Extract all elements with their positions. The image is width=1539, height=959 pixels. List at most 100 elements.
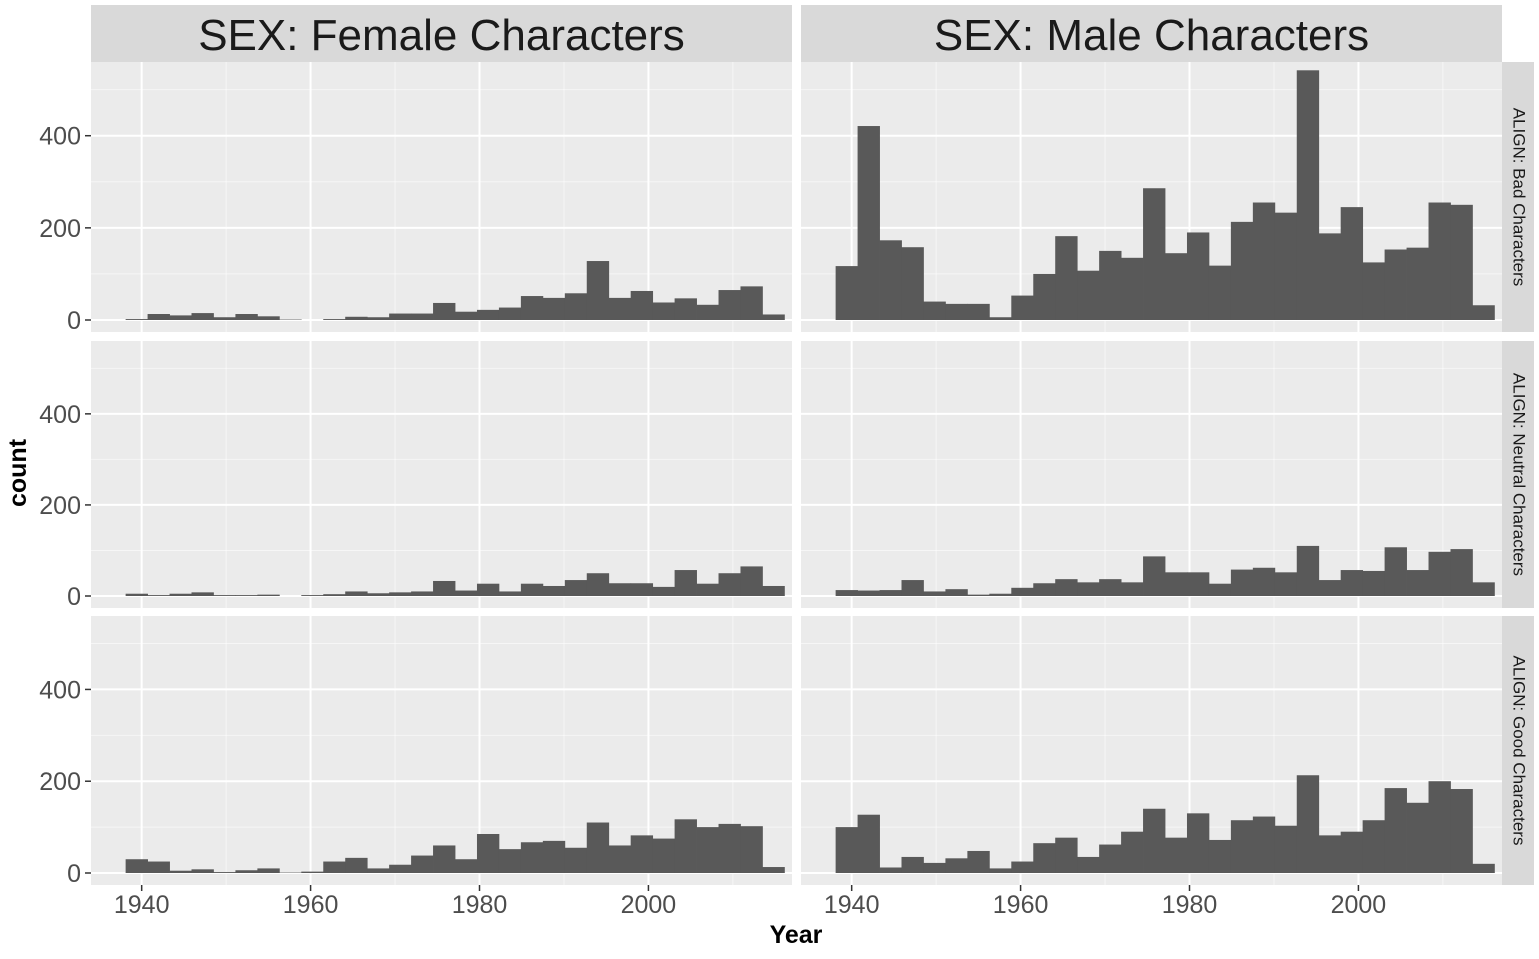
x-tick-label: 2000 bbox=[1331, 891, 1387, 919]
histogram-bar bbox=[902, 247, 924, 320]
histogram-bar bbox=[1011, 862, 1033, 873]
histogram-bar bbox=[902, 580, 924, 596]
histogram-bar bbox=[521, 296, 543, 320]
y-tick-label: 200 bbox=[39, 768, 81, 796]
histogram-bar bbox=[1472, 582, 1494, 596]
histogram-bar bbox=[1275, 572, 1297, 596]
histogram-bar bbox=[345, 858, 367, 873]
y-tick-label: 0 bbox=[67, 860, 81, 888]
histogram-bar bbox=[609, 845, 631, 873]
histogram-bar bbox=[697, 584, 719, 596]
histogram-bar bbox=[740, 826, 762, 873]
histogram-bar bbox=[1472, 305, 1494, 320]
histogram-bar bbox=[455, 591, 477, 596]
x-axis-title: Year bbox=[770, 921, 823, 949]
histogram-bar bbox=[697, 827, 719, 873]
y-tick-label: 0 bbox=[67, 307, 81, 335]
histogram-bar bbox=[521, 584, 543, 596]
x-tick-label: 2000 bbox=[621, 891, 677, 919]
histogram-bar bbox=[499, 308, 521, 320]
histogram-bar bbox=[1143, 188, 1165, 320]
histogram-bar bbox=[521, 842, 543, 873]
y-tick-label: 0 bbox=[67, 583, 81, 611]
histogram-bar bbox=[945, 304, 967, 320]
histogram-bar bbox=[1055, 838, 1077, 873]
histogram-bar bbox=[1407, 803, 1429, 873]
histogram-bar bbox=[1450, 205, 1472, 320]
histogram-bar bbox=[1297, 546, 1319, 596]
histogram-bar bbox=[389, 592, 411, 596]
histogram-bar bbox=[675, 819, 697, 873]
y-tick-label: 400 bbox=[39, 123, 81, 151]
column-strip-label: SEX: Male Characters bbox=[934, 11, 1369, 60]
histogram-bar bbox=[923, 863, 945, 873]
histogram-bar bbox=[762, 586, 784, 596]
row-strip-label: ALIGN: Neutral Characters bbox=[1510, 373, 1529, 576]
histogram-bar bbox=[1209, 840, 1231, 873]
histogram-bar bbox=[1143, 556, 1165, 596]
histogram-bar bbox=[301, 872, 323, 873]
x-tick-label: 1960 bbox=[283, 891, 339, 919]
histogram-bar bbox=[1363, 571, 1385, 596]
histogram-bar bbox=[587, 573, 609, 596]
histogram-bar bbox=[323, 862, 345, 873]
histogram-bar bbox=[609, 583, 631, 596]
histogram-bar bbox=[1055, 236, 1077, 320]
panel-background bbox=[91, 341, 792, 608]
histogram-bar bbox=[1450, 789, 1472, 873]
histogram-bar bbox=[967, 304, 989, 320]
histogram-bar bbox=[1319, 835, 1341, 873]
histogram-bar bbox=[411, 314, 433, 320]
histogram-bar bbox=[170, 315, 192, 320]
histogram-bar bbox=[213, 317, 235, 320]
histogram-bar bbox=[323, 319, 345, 320]
histogram-bar bbox=[126, 594, 148, 596]
histogram-bar bbox=[1253, 203, 1275, 320]
histogram-bar bbox=[1341, 570, 1363, 596]
histogram-bar bbox=[989, 868, 1011, 873]
histogram-bar bbox=[1472, 864, 1494, 873]
histogram-bar bbox=[1341, 832, 1363, 873]
facet-panel bbox=[91, 616, 792, 885]
histogram-bar bbox=[858, 591, 880, 596]
histogram-bar bbox=[213, 872, 235, 873]
histogram-bar bbox=[1033, 583, 1055, 596]
histogram-bar bbox=[1055, 579, 1077, 596]
histogram-bar bbox=[477, 584, 499, 596]
histogram-bar bbox=[1187, 813, 1209, 873]
histogram-bar bbox=[433, 845, 455, 873]
histogram-bar bbox=[367, 317, 389, 320]
y-tick-label: 200 bbox=[39, 492, 81, 520]
histogram-bar bbox=[301, 595, 323, 596]
histogram-bar bbox=[1209, 266, 1231, 320]
histogram-bar bbox=[1121, 258, 1143, 320]
histogram-bar bbox=[880, 590, 902, 596]
histogram-bar bbox=[411, 591, 433, 596]
histogram-bar bbox=[192, 869, 214, 873]
histogram-bar bbox=[1121, 582, 1143, 596]
histogram-bar bbox=[740, 286, 762, 320]
row-strip-label: ALIGN: Bad Characters bbox=[1510, 108, 1529, 287]
histogram-bar bbox=[565, 293, 587, 320]
histogram-bar bbox=[1231, 820, 1253, 873]
histogram-bar bbox=[1385, 547, 1407, 596]
histogram-bar bbox=[477, 834, 499, 873]
histogram-bar bbox=[858, 126, 880, 320]
histogram-bar bbox=[653, 302, 675, 320]
histogram-bar bbox=[1187, 572, 1209, 596]
column-strip-label: SEX: Female Characters bbox=[198, 11, 685, 60]
y-tick-label: 200 bbox=[39, 215, 81, 243]
histogram-bar bbox=[543, 841, 565, 873]
histogram-bar bbox=[367, 593, 389, 596]
y-tick-label: 400 bbox=[39, 401, 81, 429]
histogram-bar bbox=[989, 594, 1011, 596]
histogram-bar bbox=[697, 305, 719, 320]
histogram-bar bbox=[1077, 271, 1099, 320]
histogram-bar bbox=[923, 302, 945, 320]
x-tick-label: 1980 bbox=[452, 891, 508, 919]
histogram-bar bbox=[1407, 248, 1429, 320]
histogram-bar bbox=[1231, 222, 1253, 320]
histogram-bar bbox=[631, 291, 653, 320]
